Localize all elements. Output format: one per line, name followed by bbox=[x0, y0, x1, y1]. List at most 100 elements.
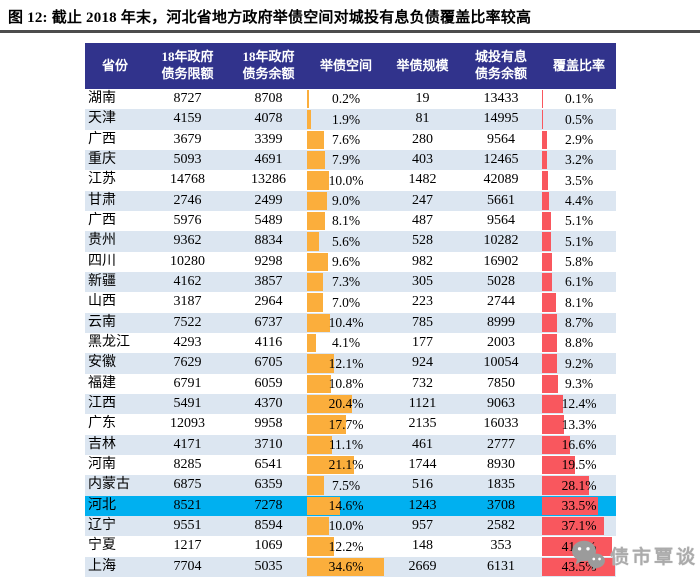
cell-debt-limit: 9362 bbox=[173, 233, 202, 249]
cell-province: 上海 bbox=[88, 558, 116, 574]
cell-leverage-space-bar bbox=[307, 516, 330, 536]
table-row: 甘肃 2746 2499 9.0% 247 5661 4.4% bbox=[85, 190, 616, 211]
cell-leverage-space-value: 11.1% bbox=[328, 436, 364, 452]
cell-leverage-space: 7.0% bbox=[307, 292, 385, 312]
cell-debt-limit: 6791 bbox=[173, 375, 202, 391]
cell-province: 辽宁 bbox=[88, 518, 116, 534]
cell-leverage-space-value: 10.0% bbox=[328, 518, 364, 534]
cell-coverage-ratio: 33.5% bbox=[542, 496, 616, 516]
cell-province: 广西 bbox=[88, 131, 116, 147]
cell-province: 贵州 bbox=[88, 233, 116, 249]
table-row: 江西 5491 4370 20.4% 1121 9063 12.4% bbox=[85, 393, 616, 415]
cell-coverage-ratio-value: 6.1% bbox=[564, 274, 594, 290]
cell-coverage-ratio-bar bbox=[542, 415, 565, 434]
cell-coverage-ratio: 28.1% bbox=[542, 475, 616, 495]
cell-urban-inv-debt: 8999 bbox=[487, 314, 515, 330]
cell-leverage-scale: 305 bbox=[412, 274, 433, 290]
cell-debt-limit: 8285 bbox=[173, 457, 202, 473]
cell-leverage-space: 34.6% bbox=[307, 557, 385, 577]
col-header-leverage-scale: 举债规模 bbox=[396, 57, 449, 73]
cell-urban-inv-debt: 16033 bbox=[483, 416, 519, 432]
cell-leverage-space-value: 8.1% bbox=[331, 213, 361, 229]
table-row: 重庆 5093 4691 7.9% 403 12465 3.2% bbox=[85, 149, 616, 171]
cell-coverage-ratio-value: 0.1% bbox=[564, 91, 594, 107]
cell-leverage-space-value: 21.1% bbox=[328, 457, 364, 473]
cell-leverage-scale: 2135 bbox=[408, 416, 437, 432]
cell-coverage-ratio-bar bbox=[542, 374, 558, 393]
cell-urban-inv-debt: 8930 bbox=[487, 457, 515, 473]
table-row: 新疆 4162 3857 7.3% 305 5028 6.1% bbox=[85, 271, 616, 293]
cell-coverage-ratio-value: 4.4% bbox=[564, 193, 594, 209]
cell-coverage-ratio-value: 2.9% bbox=[564, 132, 594, 148]
cell-urban-inv-debt: 9063 bbox=[487, 396, 515, 412]
cell-leverage-space-value: 1.9% bbox=[331, 111, 361, 127]
cell-coverage-ratio-bar bbox=[542, 476, 590, 495]
cell-debt-limit: 7522 bbox=[173, 314, 202, 330]
cell-leverage-space: 7.6% bbox=[307, 130, 385, 150]
cell-leverage-space-value: 7.5% bbox=[331, 477, 361, 493]
table-row: 内蒙古 6875 6359 7.5% 516 1835 28.1% bbox=[85, 475, 616, 496]
cell-leverage-scale: 19 bbox=[415, 91, 430, 107]
cell-leverage-space-value: 7.9% bbox=[331, 152, 361, 168]
table-row: 贵州 9362 8834 5.6% 528 10282 5.1% bbox=[85, 231, 616, 252]
cell-leverage-space-value: 0.2% bbox=[331, 91, 361, 107]
cell-leverage-space-value: 10.8% bbox=[328, 376, 364, 391]
cell-leverage-space-bar bbox=[307, 110, 312, 129]
table-row: 广西 3679 3399 7.6% 280 9564 2.9% bbox=[85, 130, 616, 150]
cell-coverage-ratio: 2.9% bbox=[542, 130, 616, 150]
cell-leverage-space-value: 7.0% bbox=[331, 294, 361, 310]
cell-leverage-scale: 148 bbox=[412, 538, 433, 554]
cell-leverage-space-bar bbox=[307, 150, 325, 170]
cell-coverage-ratio-bar bbox=[542, 130, 547, 149]
cell-urban-inv-debt: 5028 bbox=[487, 274, 515, 290]
cell-leverage-space: 8.1% bbox=[307, 211, 385, 231]
cell-leverage-space-bar bbox=[307, 557, 385, 576]
cell-debt-limit: 4293 bbox=[173, 335, 202, 351]
cell-debt-limit: 3679 bbox=[173, 131, 202, 147]
cell-coverage-ratio-value: 5.1% bbox=[564, 213, 594, 229]
cell-coverage-ratio-value: 33.5% bbox=[561, 497, 597, 513]
cell-debt-balance: 6541 bbox=[254, 457, 283, 473]
cell-debt-limit: 4171 bbox=[173, 436, 202, 452]
cell-coverage-ratio-bar bbox=[542, 293, 556, 312]
cell-province: 安徽 bbox=[88, 355, 116, 371]
cell-leverage-space-bar bbox=[307, 496, 340, 515]
cell-debt-limit: 7629 bbox=[173, 355, 202, 371]
cell-leverage-space-value: 5.6% bbox=[331, 233, 361, 249]
cell-debt-balance: 2499 bbox=[254, 192, 283, 208]
cell-leverage-space-bar bbox=[307, 293, 323, 312]
cell-leverage-space: 17.7% bbox=[307, 414, 385, 434]
cell-leverage-space-bar bbox=[307, 171, 330, 190]
cell-debt-limit: 4162 bbox=[173, 274, 202, 290]
cell-debt-limit: 14768 bbox=[170, 172, 205, 188]
table-row: 河南 8285 6541 21.1% 1744 8930 19.5% bbox=[85, 455, 616, 475]
cell-province: 江苏 bbox=[88, 172, 116, 188]
cell-leverage-space-bar bbox=[307, 191, 328, 210]
cell-debt-balance: 6705 bbox=[254, 355, 283, 371]
cell-leverage-space: 1.9% bbox=[307, 109, 385, 129]
cell-leverage-scale: 1121 bbox=[408, 396, 437, 412]
cell-debt-balance: 4691 bbox=[254, 152, 283, 168]
cell-debt-limit: 4159 bbox=[173, 111, 202, 127]
cell-province: 新疆 bbox=[88, 274, 116, 290]
cell-coverage-ratio-bar bbox=[542, 516, 605, 536]
cell-province: 云南 bbox=[88, 314, 116, 330]
cell-urban-inv-debt: 16902 bbox=[483, 253, 519, 269]
watermark: 债市覃谈 bbox=[570, 539, 698, 571]
cell-urban-inv-debt: 2744 bbox=[487, 294, 515, 310]
table-row: 黑龙江 4293 4116 4.1% 177 2003 8.8% bbox=[85, 333, 616, 353]
cell-province: 河南 bbox=[88, 457, 116, 473]
cell-coverage-ratio-bar bbox=[542, 333, 557, 353]
cell-debt-limit: 10280 bbox=[170, 253, 205, 269]
cell-debt-limit: 9551 bbox=[173, 518, 202, 534]
cell-coverage-ratio: 9.2% bbox=[542, 353, 616, 373]
cell-leverage-scale: 223 bbox=[412, 294, 433, 310]
cell-leverage-space-bar bbox=[307, 537, 335, 556]
cell-coverage-ratio-bar bbox=[542, 252, 552, 271]
cell-coverage-ratio-value: 13.3% bbox=[561, 416, 597, 432]
cell-coverage-ratio-bar bbox=[542, 354, 558, 373]
cell-province: 湖南 bbox=[88, 91, 116, 107]
cell-leverage-space-value: 34.6% bbox=[328, 558, 364, 574]
cell-leverage-space: 10.0% bbox=[307, 516, 385, 536]
